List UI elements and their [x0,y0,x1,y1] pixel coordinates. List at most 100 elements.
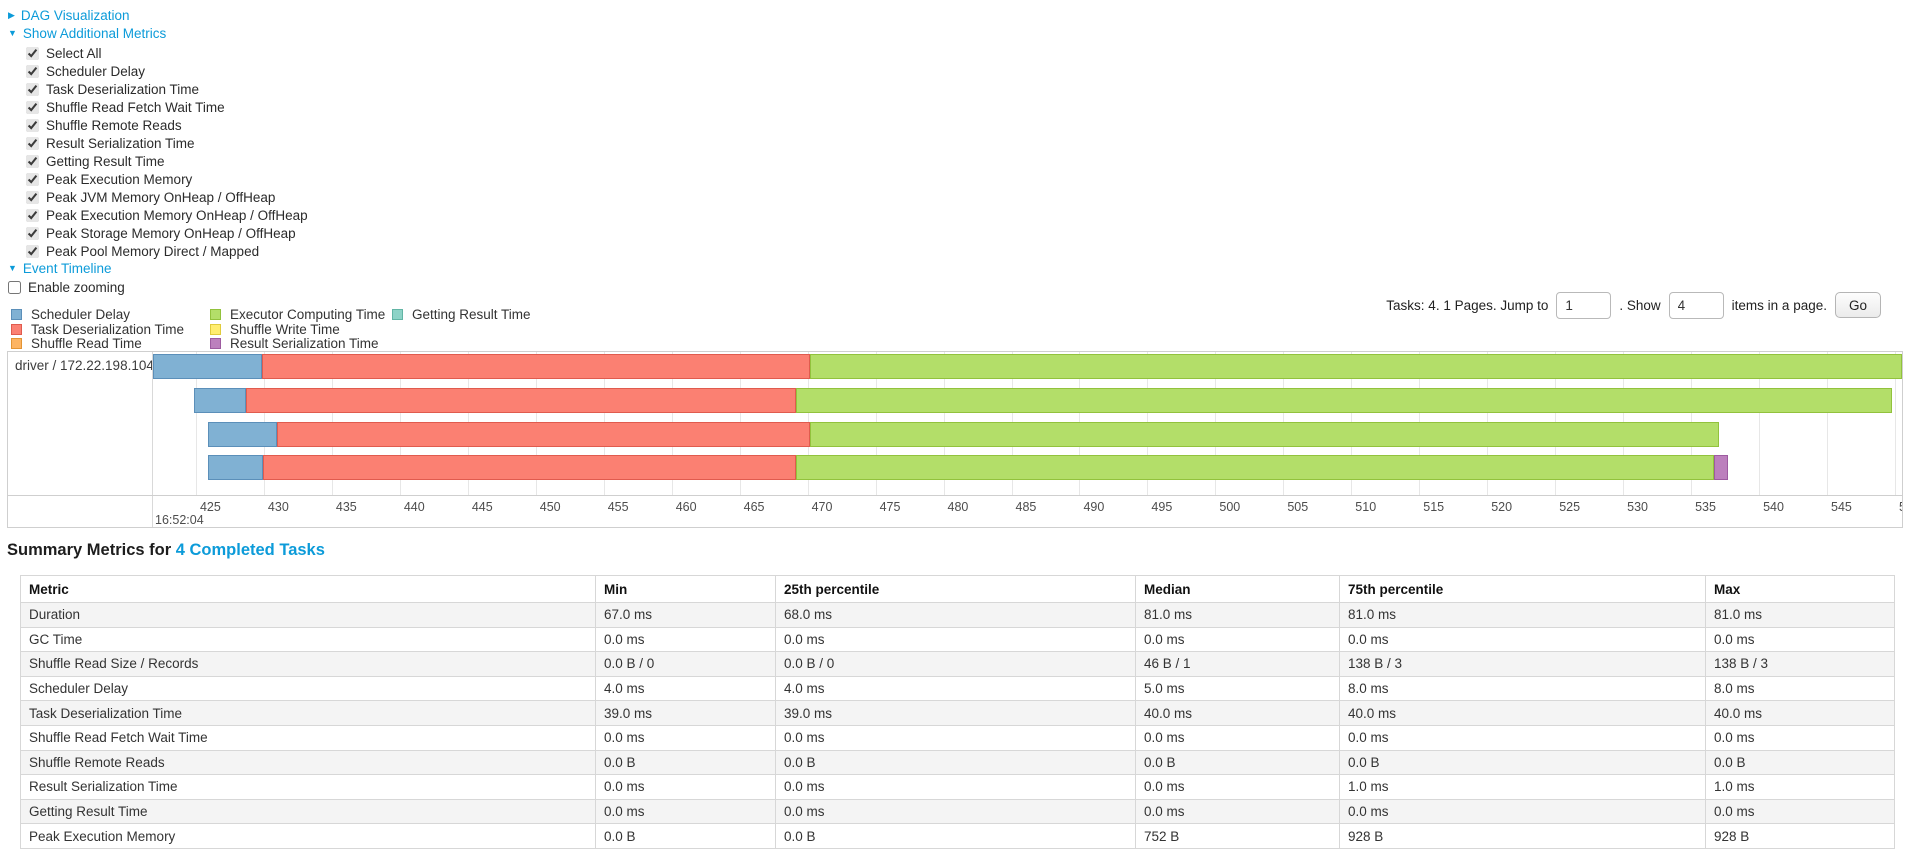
checkbox-input[interactable] [26,136,39,150]
checkbox-label: Select All [46,45,102,61]
axis-tick-label: 440 [403,500,425,514]
metric-value-cell: 0.0 ms [595,774,776,800]
metric-value-cell: 0.0 B [1705,749,1895,776]
column-header-median: Median [1135,575,1340,603]
metric-checkbox-result-serialization-time[interactable]: Result Serialization Time [26,134,308,152]
metric-value-cell: 39.0 ms [775,700,1136,726]
dag-visualization-toggle[interactable]: ▶ DAG Visualization [8,7,129,24]
checkbox-input[interactable] [26,46,39,60]
metric-value-cell: 0.0 B [775,823,1136,849]
checkbox-input[interactable] [26,154,39,168]
enable-zooming-checkbox[interactable]: Enable zooming [8,279,125,296]
metric-checkbox-task-deserialization-time[interactable]: Task Deserialization Time [26,80,308,98]
event-timeline-toggle[interactable]: ▼ Event Timeline [8,260,111,277]
metric-value-cell: 0.0 ms [1339,798,1706,825]
axis-tick-label: 465 [743,500,765,514]
checkbox-input[interactable] [26,172,39,186]
task-bar-segment-scheduler_delay[interactable] [207,455,263,480]
metrics-checkbox-list: Select All Scheduler Delay Task Deserializ… [26,44,308,260]
checkbox-label: Peak Execution Memory OnHeap / OffHeap [46,207,308,223]
axis-tick-label: 495 [1151,500,1173,514]
task-bar-segment-task_deserialization[interactable] [263,455,796,480]
task-bar-segment-scheduler_delay[interactable] [153,354,262,379]
legend-label: Getting Result Time [412,306,531,322]
metric-checkbox-scheduler-delay[interactable]: Scheduler Delay [26,62,308,80]
legend-swatch-shuffle_write [210,323,221,335]
checkbox-label: Shuffle Remote Reads [46,117,182,133]
task-bar-segment-executor_computing[interactable] [795,388,1893,413]
axis-tick-label: 520 [1491,500,1513,514]
checkbox-input[interactable] [26,100,39,114]
table-row-scheduler-delay: Scheduler Delay 4.0 ms 4.0 ms 5.0 ms 8.0 ms 8… [20,675,1895,702]
go-button[interactable]: Go [1834,292,1881,318]
checkbox-input[interactable] [26,118,39,132]
items-per-page-input[interactable] [1668,291,1724,319]
task-bar-segment-executor_computing[interactable] [809,354,1902,379]
metric-value-cell: 0.0 ms [775,774,1136,800]
table-row-duration: Duration 67.0 ms 68.0 ms 81.0 ms 81.0 ms 81.0… [20,602,1895,628]
metric-value-cell: 0.0 ms [1705,724,1895,751]
metric-name-cell: Getting Result Time [20,798,596,825]
tasks-pagination: Tasks: 4. 1 Pages. Jump to . Show items … [1386,290,1881,320]
metric-value-cell: 81.0 ms [1705,602,1895,628]
task-bar-segment-result_serialization[interactable] [1714,455,1729,480]
metric-checkbox-shuffle-remote-reads[interactable]: Shuffle Remote Reads [26,116,308,134]
metric-value-cell: 81.0 ms [1135,602,1340,628]
column-header-75th-percentile: 75th percentile [1339,575,1706,603]
axis-tick-label: 540 [1763,500,1784,514]
checkbox-input[interactable] [26,82,39,96]
legend-swatch-shuffle_read [11,338,22,350]
legend-label: Task Deserialization Time [31,321,185,337]
checkbox-input[interactable] [26,226,39,240]
items-per-page-label: items in a page. [1731,297,1827,313]
metric-value-cell: 81.0 ms [1339,602,1706,628]
metric-name-cell: Task Deserialization Time [20,700,596,726]
task-bar-segment-scheduler_delay[interactable] [193,388,246,413]
legend-item-scheduler_delay: Scheduler Delay [11,307,210,322]
metric-value-cell: 67.0 ms [595,602,776,628]
metric-name-cell: Shuffle Read Fetch Wait Time [20,724,596,751]
enable-zooming-input[interactable] [8,281,21,294]
executor-row-label: driver / 172.22.198.104 [8,352,153,527]
legend-item-shuffle_write: Shuffle Write Time [210,322,392,337]
metric-checkbox-peak-pool-memory-direct-mapped[interactable]: Peak Pool Memory Direct / Mapped [26,242,308,260]
task-bar-segment-executor_computing[interactable] [809,422,1720,447]
legend-label: Executor Computing Time [230,306,386,322]
chevron-right-icon: ▶ [8,10,15,20]
checkbox-input[interactable] [26,208,39,222]
checkbox-input[interactable] [26,64,39,78]
summary-metrics-heading: Summary Metrics for 4 Completed Tasks [7,541,325,560]
task-bar-segment-task_deserialization[interactable] [261,354,810,379]
checkbox-label: Shuffle Read Fetch Wait Time [46,99,225,115]
summary-metrics-table: Metric Min 25th percentile Median 75th perce… [20,575,1895,849]
jump-to-page-input[interactable] [1556,291,1612,319]
checkbox-input[interactable] [26,244,39,258]
axis-tick-label: 480 [947,500,969,514]
legend-item-executor_computing: Executor Computing Time [210,307,392,322]
metric-checkbox-select-all[interactable]: Select All [26,44,308,62]
metric-checkbox-peak-storage-memory-onheap-offheap[interactable]: Peak Storage Memory OnHeap / OffHeap [26,224,308,242]
show-additional-metrics-toggle[interactable]: ▼ Show Additional Metrics [8,25,166,42]
metric-checkbox-shuffle-read-fetch-wait-time[interactable]: Shuffle Read Fetch Wait Time [26,98,308,116]
task-bar-segment-task_deserialization[interactable] [277,422,810,447]
metric-checkbox-peak-execution-memory[interactable]: Peak Execution Memory [26,170,308,188]
checkbox-input[interactable] [26,190,39,204]
metric-value-cell: 0.0 ms [1135,626,1340,653]
metric-value-cell: 0.0 ms [1135,774,1340,800]
axis-tick-label: 505 [1287,500,1309,514]
legend-swatch-getting_result [392,308,403,320]
task-bar-segment-task_deserialization[interactable] [245,388,796,413]
metric-value-cell: 0.0 ms [1339,626,1706,653]
task-bar-segment-scheduler_delay[interactable] [207,422,277,447]
table-row-shuffle-read-size-records: Shuffle Read Size / Records 0.0 B / 0 0.0 … [20,651,1895,677]
metric-checkbox-peak-execution-memory-onheap-offheap[interactable]: Peak Execution Memory OnHeap / OffHeap [26,206,308,224]
metric-value-cell: 0.0 ms [1135,724,1340,751]
chevron-down-icon: ▼ [8,28,17,38]
metric-checkbox-getting-result-time[interactable]: Getting Result Time [26,152,308,170]
metric-checkbox-peak-jvm-memory-onheap-offheap[interactable]: Peak JVM Memory OnHeap / OffHeap [26,188,308,206]
metric-value-cell: 46 B / 1 [1135,651,1340,677]
timeline-axis-labels: 16:52:04 425 430 435 440 445 450 455 460 465 470 4… [153,496,1902,527]
metric-value-cell: 40.0 ms [1135,700,1340,726]
task-bar-segment-executor_computing[interactable] [795,455,1714,480]
axis-tick-label: 485 [1015,500,1037,514]
